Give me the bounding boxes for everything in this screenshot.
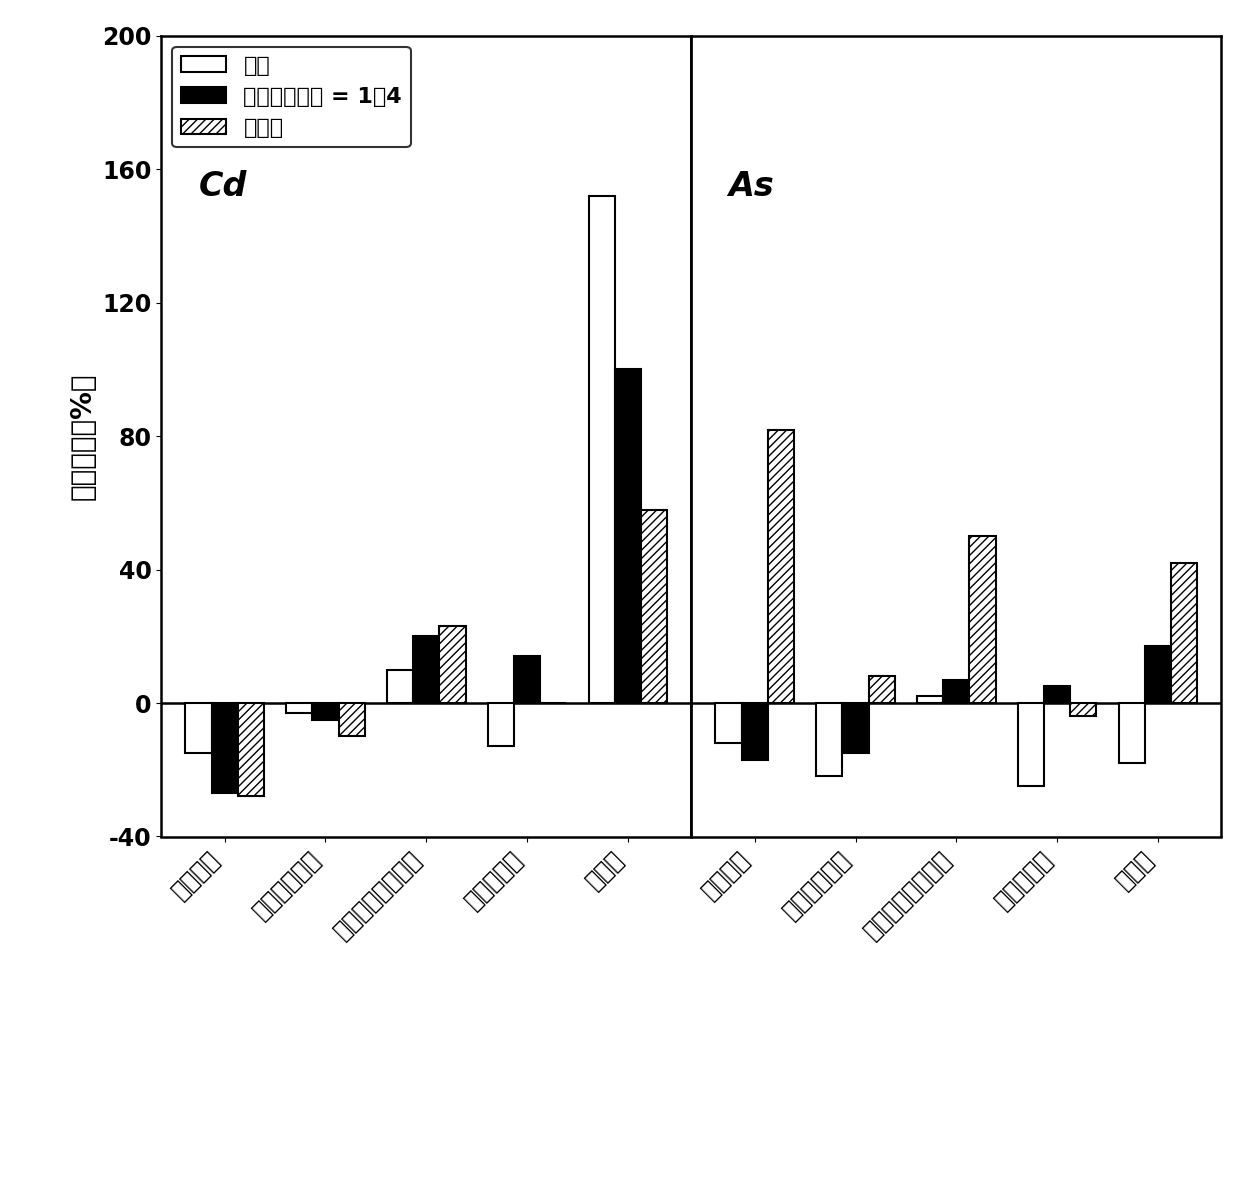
Bar (615, 369, 641, 703)
Bar (487, 703, 513, 747)
Bar (1070, 703, 1096, 716)
Bar (312, 703, 339, 719)
Bar (387, 669, 413, 703)
Bar (1018, 703, 1044, 786)
Legend: 钢渣, 磷矿粉：钢渣 = 1：4, 磷矿粉: 钢渣, 磷矿粉：钢渣 = 1：4, 磷矿粉 (172, 47, 410, 147)
Bar (413, 636, 439, 703)
Bar (970, 537, 996, 703)
Bar (742, 703, 768, 760)
Bar (1044, 686, 1070, 703)
Bar (715, 703, 742, 743)
Bar (238, 703, 264, 796)
Bar (869, 676, 895, 703)
Bar (185, 703, 212, 753)
Bar (816, 703, 842, 777)
Bar (768, 429, 794, 703)
Bar (1145, 646, 1171, 703)
Bar (944, 680, 970, 703)
Text: As: As (728, 170, 774, 203)
Bar (439, 626, 465, 703)
Bar (589, 196, 615, 703)
Text: Cd: Cd (198, 170, 247, 203)
Bar (286, 703, 312, 713)
Bar (842, 703, 869, 753)
Bar (641, 509, 667, 703)
Bar (918, 697, 944, 703)
Bar (1118, 703, 1145, 764)
Bar (212, 703, 238, 793)
Bar (513, 656, 541, 703)
Bar (1171, 563, 1198, 703)
Y-axis label: 变化率／（%）: 变化率／（%） (68, 373, 97, 500)
Bar (339, 703, 365, 736)
